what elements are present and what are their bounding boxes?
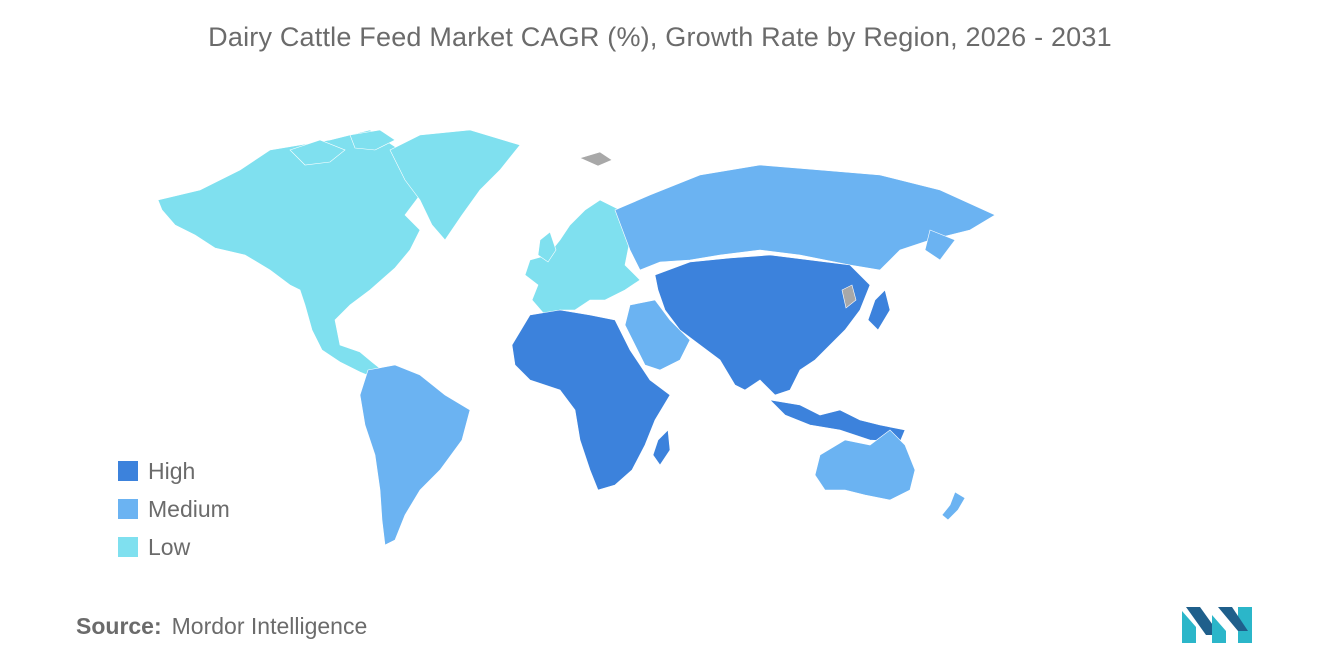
region-south-america [359, 364, 471, 546]
region-uk [537, 231, 557, 263]
legend-swatch-low [118, 537, 138, 557]
source-label: Source: [76, 613, 162, 639]
region-korea [841, 284, 857, 309]
region-asia [654, 254, 871, 396]
region-greenland [389, 129, 521, 241]
region-svalbard [579, 151, 613, 167]
legend-item-medium: Medium [118, 490, 230, 528]
source-line: Source: Mordor Intelligence [76, 613, 367, 640]
source-text: Mordor Intelligence [171, 613, 368, 639]
region-arctic-islands [289, 129, 396, 166]
mordor-intelligence-logo-icon [1182, 607, 1252, 643]
region-middle-east [624, 299, 691, 371]
legend-label-medium: Medium [148, 495, 230, 522]
region-africa [511, 309, 671, 491]
legend-item-high: High [118, 452, 230, 490]
legend: High Medium Low [118, 452, 230, 566]
region-australia [814, 429, 916, 501]
region-madagascar [652, 429, 671, 466]
map-title: Dairy Cattle Feed Market CAGR (%), Growt… [208, 22, 1112, 52]
legend-swatch-medium [118, 499, 138, 519]
legend-label-high: High [148, 457, 196, 484]
region-russia [614, 164, 996, 271]
legend-item-low: Low [118, 528, 230, 566]
region-southeast-asia-islands [769, 399, 906, 443]
region-north-america [157, 129, 421, 383]
legend-swatch-high [118, 461, 138, 481]
legend-label-low: Low [148, 533, 191, 560]
region-japan [867, 289, 891, 331]
region-new-zealand [941, 491, 966, 521]
region-russia-east [924, 229, 956, 261]
